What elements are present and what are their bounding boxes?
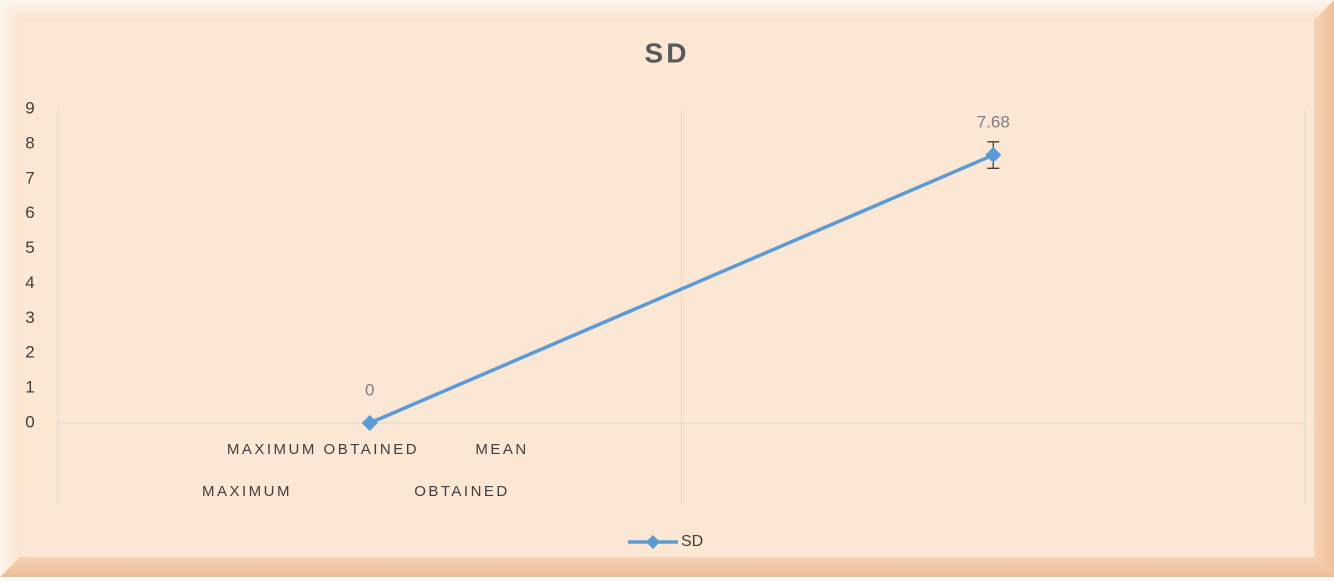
y-tick-label: 5 [25,238,34,257]
marker [985,147,1002,164]
y-tick-label: 8 [25,133,34,152]
line [369,153,994,425]
data-label: 7.68 [977,113,1010,132]
plot-background [20,20,1314,557]
y-tick-label: 7 [25,168,34,187]
y-tick-label: 6 [25,203,34,222]
marker [361,415,378,431]
legend-label: SD [681,533,703,550]
bevel [1314,0,1334,577]
y-tick-label: 3 [25,308,34,327]
y-tick-label: 0 [25,412,34,431]
y-tick-label: 9 [25,98,34,117]
bevel [0,0,20,577]
x-tick-label: MEAN [475,441,528,458]
x-tick-label: MAXIMUM [202,483,292,500]
y-tick-label: 2 [25,343,34,362]
y-tick-label: 4 [25,273,34,292]
x-tick-label: MAXIMUM OBTAINED [227,441,419,458]
y-tick-label: 1 [25,378,34,397]
data-label: 0 [365,380,374,399]
legend-marker [646,535,660,549]
chart-title: SD [645,37,690,68]
x-tick-label: OBTAINED [414,483,510,500]
bevel [0,557,1334,577]
bevel [0,0,1334,20]
